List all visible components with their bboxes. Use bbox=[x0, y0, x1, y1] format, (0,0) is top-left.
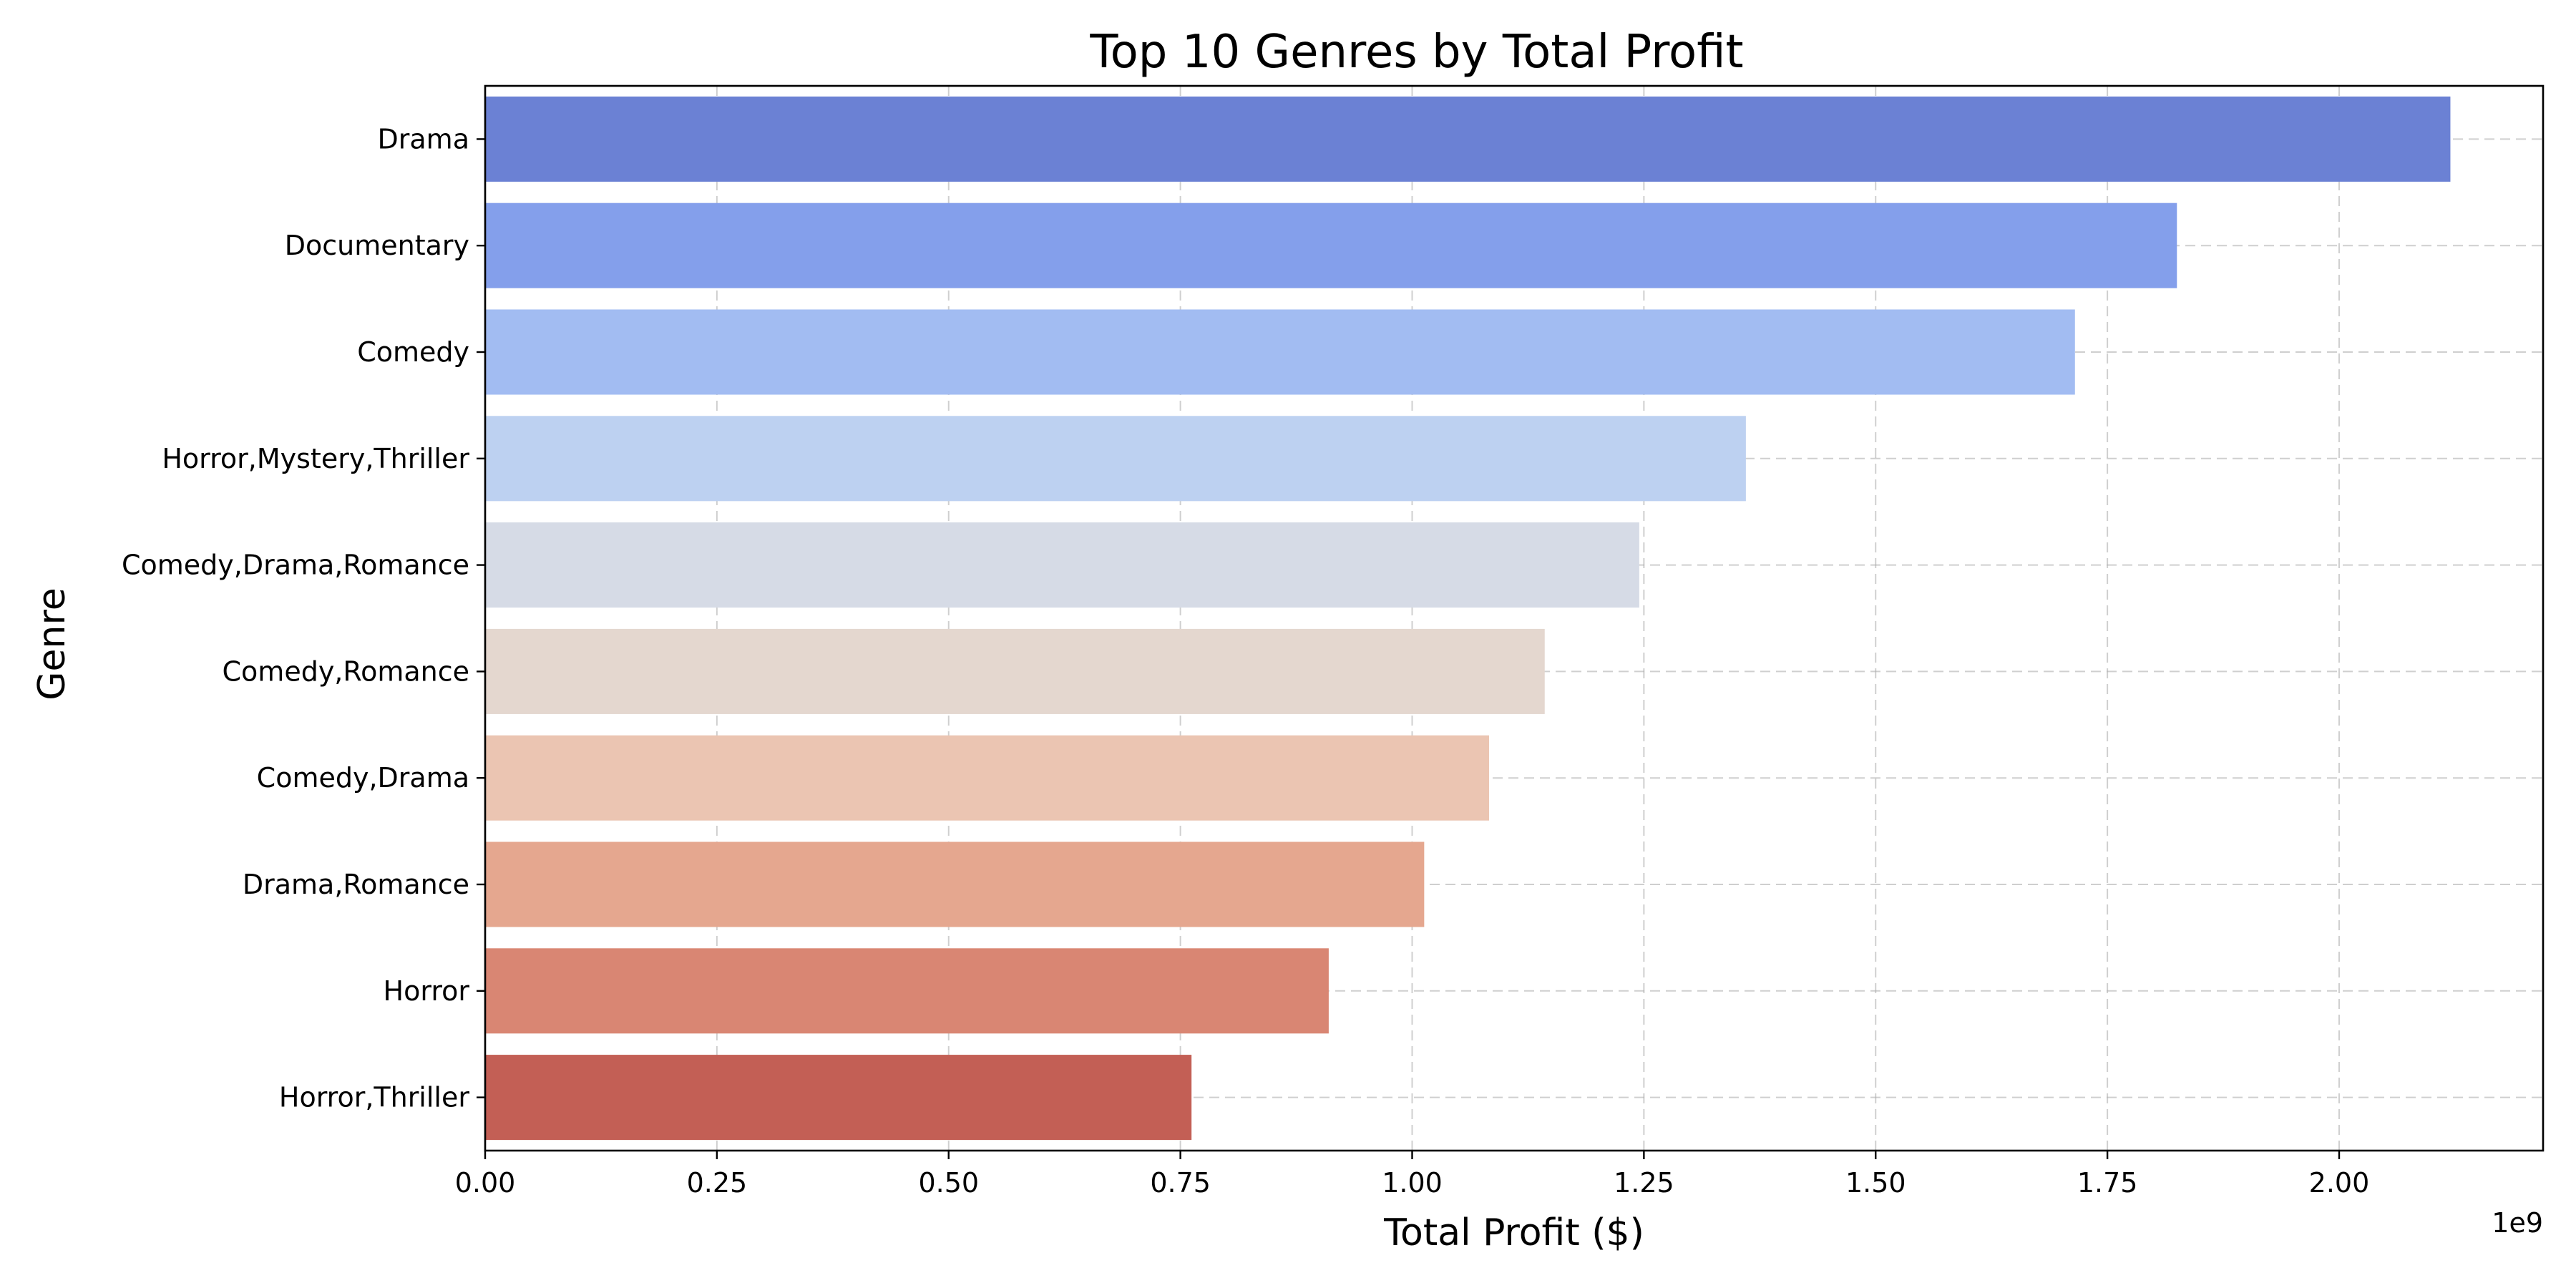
x-tick-label: 0.75 bbox=[1150, 1167, 1211, 1199]
x-tick-label: 2.00 bbox=[2309, 1167, 2370, 1199]
y-tick-label: Drama bbox=[378, 123, 469, 155]
chart-title: Top 10 Genres by Total Profit bbox=[1089, 26, 1743, 79]
x-tick-label: 1.00 bbox=[1382, 1167, 1443, 1199]
x-tick-label: 1.75 bbox=[2077, 1167, 2138, 1199]
x-tick-label: 1.50 bbox=[1845, 1167, 1906, 1199]
x-tick-label: 0.25 bbox=[687, 1167, 748, 1199]
bars bbox=[485, 96, 2451, 1141]
x-tick-label: 1.25 bbox=[1614, 1167, 1674, 1199]
x-axis-label: Total Profit ($) bbox=[1383, 1211, 1644, 1254]
x-axis-offset-label: 1e9 bbox=[2492, 1207, 2543, 1239]
y-tick-label: Comedy,Drama bbox=[257, 762, 469, 794]
y-tick-label: Horror,Thriller bbox=[279, 1082, 469, 1113]
bar-3 bbox=[485, 309, 2075, 395]
y-tick-label: Horror,Mystery,Thriller bbox=[162, 443, 469, 474]
bar-1 bbox=[485, 96, 2451, 182]
plot-frame bbox=[484, 84, 2545, 1152]
bar-7 bbox=[485, 735, 1490, 821]
y-axis-label: Genre bbox=[31, 587, 74, 700]
bar-8 bbox=[485, 841, 1425, 927]
bar-10 bbox=[485, 1055, 1192, 1141]
bar-9 bbox=[485, 948, 1329, 1034]
y-axis-ticks: Drama Documentary Comedy Horror,Mystery,Thr… bbox=[122, 123, 485, 1113]
y-tick-label: Drama,Romance bbox=[243, 869, 469, 900]
x-tick-label: 0.00 bbox=[455, 1167, 516, 1199]
bar-5 bbox=[485, 522, 1639, 608]
y-tick-label: Comedy,Drama,Romance bbox=[122, 550, 469, 581]
y-tick-label: Comedy bbox=[357, 336, 469, 368]
y-tick-label: Comedy,Romance bbox=[223, 655, 469, 687]
x-axis-ticks: 0.00 0.25 0.50 0.75 1.00 1.25 1.50 1.75 2.00 bbox=[455, 1151, 2370, 1199]
y-tick-label: Documentary bbox=[285, 230, 469, 261]
bar-4 bbox=[485, 416, 1746, 502]
bar-2 bbox=[485, 203, 2177, 288]
bar-6 bbox=[485, 628, 1545, 714]
y-tick-label: Horror bbox=[384, 975, 470, 1007]
x-tick-label: 0.50 bbox=[918, 1167, 979, 1199]
